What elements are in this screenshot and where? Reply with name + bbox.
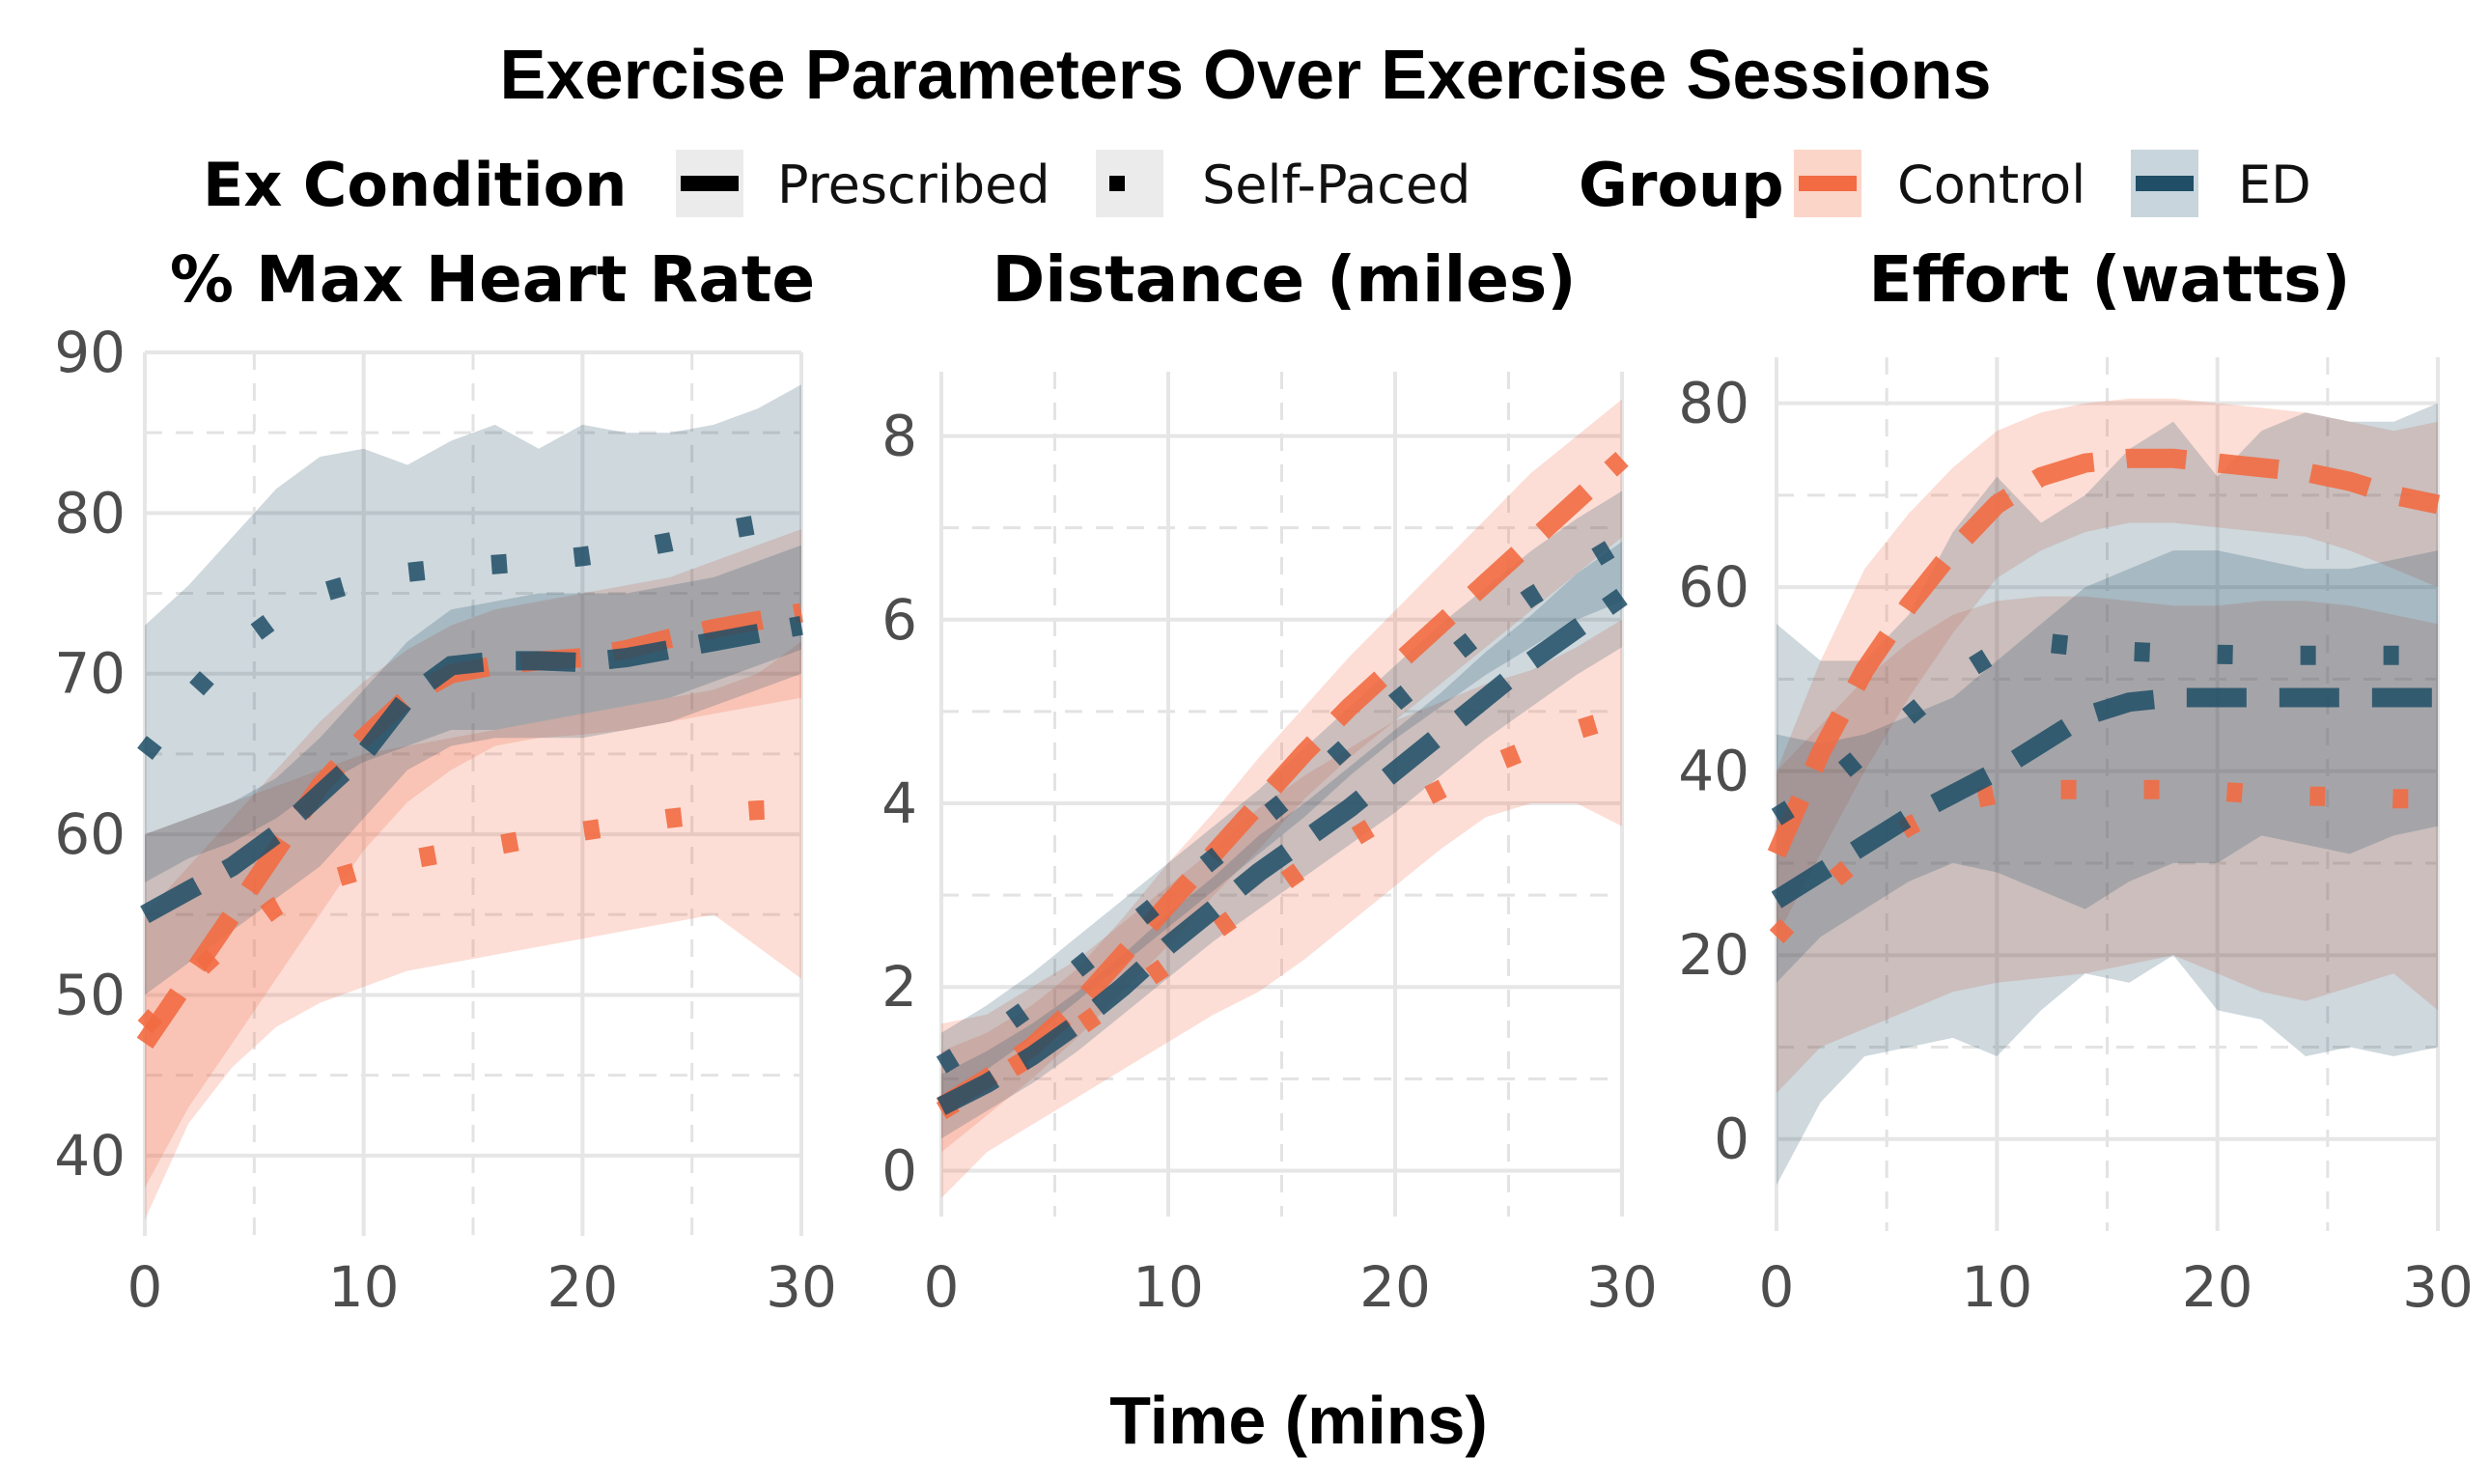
- y-tick-label: 8: [881, 404, 917, 469]
- ribbon-ed-prescribed: [1777, 550, 2438, 983]
- legend-label-selfpaced: Self-Paced: [1202, 154, 1470, 215]
- panel-distance-miles: Distance (miles) 0 10 20 30 0 2 4 6 8: [881, 242, 1658, 1320]
- y-tick-label: 6: [881, 587, 917, 653]
- x-tick-label: 0: [924, 1254, 960, 1320]
- line-control-prescribed: [1767, 448, 2441, 858]
- ribbon-control-prescribed: [145, 529, 801, 1189]
- x-tick-label: 0: [1759, 1254, 1795, 1320]
- legend-label-prescribed: Prescribed: [777, 154, 1050, 215]
- ribbon-ed-self-paced: [145, 384, 801, 882]
- ribbon-control-prescribed: [1777, 398, 2438, 938]
- line-ed-prescribed: [140, 615, 803, 924]
- line-ed-prescribed: [1771, 687, 2438, 909]
- legend-key-selfpaced-dot: [1109, 176, 1125, 191]
- line-control-prescribed: [936, 452, 1629, 1115]
- panel-max-heart-rate: % Max Heart Rate 0 10 20 30 40 50 60 70 80 90: [54, 242, 837, 1320]
- y-tick-label: 0: [881, 1137, 917, 1203]
- y-tick-label: 60: [1678, 554, 1749, 620]
- ribbon-ed-self-paced: [1777, 403, 2438, 1186]
- line-ed-self-paced: [936, 533, 1628, 1074]
- x-tick-label: 0: [127, 1254, 163, 1320]
- line-ed-prescribed: [937, 588, 1628, 1115]
- legend-label-control: Control: [1897, 154, 2085, 215]
- y-tick-label: 40: [1678, 739, 1749, 804]
- y-tick-label: 80: [54, 480, 126, 546]
- panel-title: Distance (miles): [992, 242, 1576, 317]
- y-tick-label: 50: [54, 962, 126, 1027]
- x-tick-label: 20: [1359, 1254, 1431, 1320]
- x-tick-label: 20: [2182, 1254, 2253, 1320]
- x-tick-label: 20: [546, 1254, 618, 1320]
- panel-effort-watts: Effort (watts) 0 10 20 30 0 20 40 60 80: [1678, 242, 2474, 1320]
- legend: Ex Condition Prescribed Self-Paced Group…: [203, 150, 2311, 220]
- x-tick-label: 30: [766, 1254, 837, 1320]
- ribbon-control-self-paced: [1777, 596, 2438, 1094]
- line-control-self-paced: [936, 707, 1625, 1120]
- y-tick-label: 20: [1678, 922, 1749, 988]
- x-tick-label: 10: [1961, 1254, 2032, 1320]
- y-tick-label: 40: [54, 1123, 126, 1189]
- panel-title: Effort (watts): [1868, 242, 2350, 317]
- x-tick-label: 10: [1133, 1254, 1204, 1320]
- y-tick-label: 80: [1678, 371, 1749, 436]
- y-tick-label: 4: [881, 770, 917, 836]
- legend-title-group: Group: [1579, 150, 1784, 220]
- panel-title: % Max Heart Rate: [170, 242, 815, 317]
- y-tick-label: 60: [54, 801, 126, 867]
- y-tick-label: 70: [54, 641, 126, 707]
- x-tick-label: 10: [328, 1254, 400, 1320]
- x-tick-label: 30: [1586, 1254, 1658, 1320]
- y-tick-label: 2: [881, 954, 917, 1020]
- legend-label-ed: ED: [2238, 154, 2311, 215]
- y-tick-label: 90: [54, 320, 126, 385]
- chart-title: Exercise Parameters Over Exercise Sessio…: [499, 37, 1991, 114]
- x-tick-label: 30: [2402, 1254, 2474, 1320]
- x-axis-label: Time (mins): [1109, 1383, 1488, 1458]
- ribbon-ed-self-paced: [941, 490, 1622, 1098]
- ribbon-control-self-paced: [941, 619, 1622, 1198]
- y-tick-label: 0: [1714, 1106, 1749, 1172]
- legend-title-condition: Ex Condition: [203, 150, 627, 220]
- legend-key-selfpaced-bg: [1096, 150, 1163, 217]
